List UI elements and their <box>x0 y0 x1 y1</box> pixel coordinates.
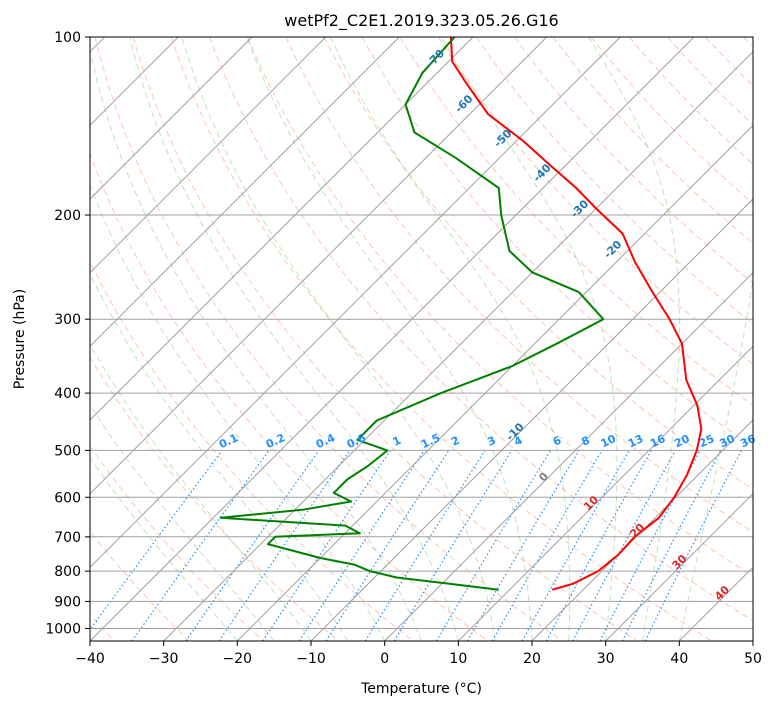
x-tick-label: −20 <box>223 651 253 667</box>
x-tick-label: 0 <box>380 651 389 667</box>
moist-adiabat-line <box>678 37 753 641</box>
mixing-ratio-line <box>621 450 722 641</box>
mixing-ratio-line <box>262 450 391 641</box>
mixing-ratio-label: 13 <box>626 432 645 450</box>
x-tick-label: −40 <box>75 651 105 667</box>
dry-adiabat-line <box>437 37 753 365</box>
isotherm-line <box>457 345 753 641</box>
isotherm-line <box>90 37 327 274</box>
axes: −40 −30 −20 −10 0 10 20 30 40 50 1000 900 800 700 600 5… <box>45 30 762 667</box>
moist-adiabat-line <box>90 403 275 641</box>
dry-adiabat-line <box>590 37 753 205</box>
chart-title: wetPf2_C2E1.2019.323.05.26.G16 <box>284 11 558 31</box>
dry-adiabat-line <box>399 37 753 407</box>
x-tick-label: 50 <box>744 651 762 667</box>
isotherm-line <box>90 37 253 200</box>
profile-lines <box>219 37 703 591</box>
moist-adiabat-line <box>90 47 422 641</box>
dry-adiabat-line <box>90 356 339 641</box>
isotherm-line <box>752 640 753 641</box>
isotherm-line <box>90 37 695 641</box>
moist-adiabat-line <box>330 37 571 641</box>
temperature-line <box>449 37 703 591</box>
mixing-ratio-line <box>644 450 743 641</box>
y-tick-label: 300 <box>54 312 81 328</box>
x-axis-label: Temperature (°C) <box>360 681 482 697</box>
dry-adiabat-line <box>132 37 638 641</box>
moist-adiabat-line <box>246 37 533 641</box>
x-tick-label: 20 <box>523 651 541 667</box>
y-tick-label: 600 <box>54 490 81 506</box>
mixing-ratio-line <box>90 450 223 631</box>
dry-adiabat-line <box>323 37 753 491</box>
moist-adiabat-line <box>90 183 386 641</box>
y-axis-label: Pressure (hPa) <box>12 289 28 389</box>
y-tick-label: 900 <box>54 594 81 610</box>
mixing-ratio-line <box>572 450 677 641</box>
y-tick-label: 700 <box>54 530 81 546</box>
dewpoint-line <box>219 37 605 591</box>
dry-adiabat-line <box>209 37 753 622</box>
isotherm-line <box>90 37 400 348</box>
dry-adiabat-line <box>90 445 264 641</box>
dry-adiabat-line <box>90 152 488 641</box>
dry-adiabat-line <box>94 37 563 641</box>
plot-frame <box>89 36 754 642</box>
moist-adiabat-line <box>588 37 680 641</box>
dry-adiabat-line <box>285 37 753 534</box>
moist-adiabat-line <box>90 272 349 641</box>
mixing-ratio-label: 25 <box>697 432 716 450</box>
x-tick-label: 10 <box>449 651 467 667</box>
mixing-ratio-label: 30 <box>718 432 738 450</box>
moist-adiabat-line <box>90 457 238 641</box>
plot-area <box>90 37 753 641</box>
y-tick-label: 200 <box>54 208 81 224</box>
isotherm-line <box>236 124 753 641</box>
dry-adiabat-line <box>552 37 753 244</box>
y-tick-label: 800 <box>54 564 81 580</box>
x-tick-label: 30 <box>597 651 615 667</box>
mixing-ratio-line <box>545 450 652 641</box>
mixing-ratio-label: 20 <box>672 432 692 450</box>
y-tick-label: 400 <box>54 386 81 402</box>
y-tick-label: 500 <box>54 443 81 459</box>
dry-adiabat-line <box>247 37 753 577</box>
y-tick-label: 100 <box>54 30 81 46</box>
moist-adiabat-line <box>440 37 618 641</box>
mixing-ratio-label: 16 <box>648 432 668 450</box>
dry-adiabat-line <box>90 260 414 641</box>
isotherm-line <box>163 50 753 641</box>
x-tick-label: −10 <box>296 651 326 667</box>
y-tick-label: 1000 <box>45 621 81 637</box>
x-tick-label: 40 <box>670 651 688 667</box>
mixing-ratio-line <box>325 450 450 641</box>
x-tick-label: −30 <box>149 651 179 667</box>
mixing-ratio-line <box>185 450 320 641</box>
background-lines <box>90 37 753 641</box>
mixing-ratio-line <box>521 450 630 641</box>
mixing-ratio-line <box>218 450 351 641</box>
isotherm-line <box>310 198 753 641</box>
mixing-ratio-line <box>393 450 513 641</box>
isotherm-line <box>605 492 753 641</box>
moist-adiabat-line <box>129 37 459 641</box>
isotherm-line <box>90 37 474 421</box>
isotherm-line <box>90 37 548 495</box>
dry-adiabat-line <box>170 37 712 641</box>
mixing-ratio-label: 10 <box>599 432 619 450</box>
isotherm-line <box>384 271 753 641</box>
